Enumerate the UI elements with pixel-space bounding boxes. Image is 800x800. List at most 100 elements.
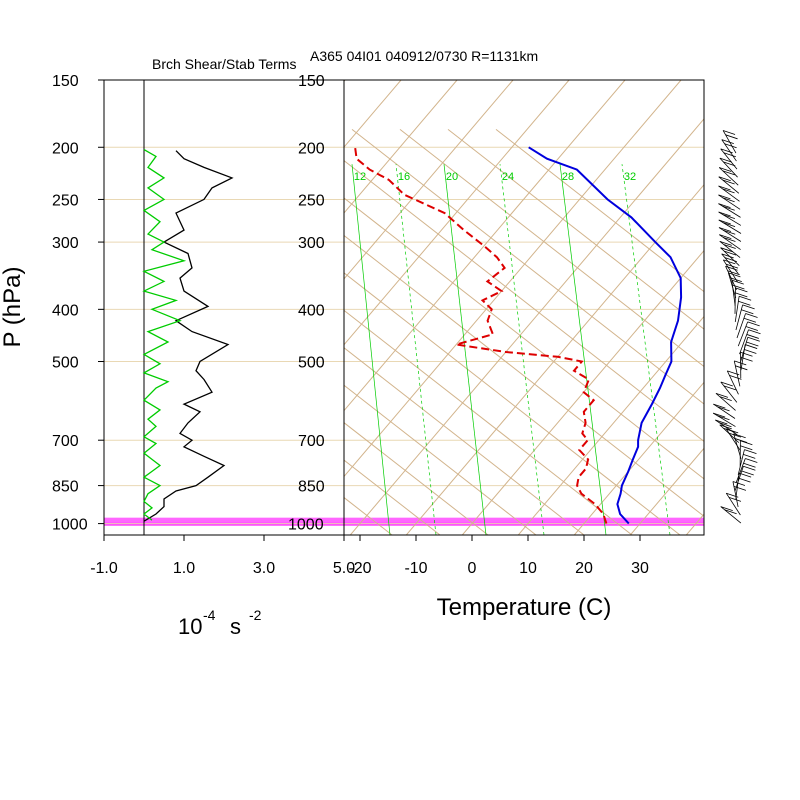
wind-barb-staff xyxy=(719,241,741,258)
wind-barb-feather xyxy=(723,237,736,242)
temperature-tick-label: 10 xyxy=(519,560,537,577)
wind-barb-feather xyxy=(713,403,726,409)
dry-adiabat-line xyxy=(495,129,704,293)
wind-barb-staff xyxy=(715,393,736,411)
pressure-tick-label: 500 xyxy=(298,355,325,372)
wind-barb-feather xyxy=(725,265,738,271)
wind-barb-staff xyxy=(712,412,736,427)
wind-barb-feather xyxy=(727,270,740,276)
wind-barb-staff xyxy=(737,449,745,475)
wind-barb-feather xyxy=(724,143,737,149)
wind-barb-feather xyxy=(732,284,745,290)
wind-barb-staff xyxy=(737,321,749,347)
wind-barb-feather xyxy=(725,263,739,269)
isotherm-line xyxy=(344,80,682,478)
richardson-terms-panel xyxy=(142,80,234,535)
wind-barb-feather xyxy=(747,321,760,327)
wind-barb-feather xyxy=(718,219,731,225)
wind-barb-feather xyxy=(723,229,736,235)
wind-barb-feather xyxy=(719,240,732,246)
pressure-tick-label: 300 xyxy=(298,235,325,252)
wind-barb-feather xyxy=(722,205,735,211)
wind-barb-feather xyxy=(744,449,757,454)
wind-barb-feather xyxy=(721,253,734,259)
dry-adiabat-line xyxy=(0,129,200,535)
wind-barb-feather xyxy=(720,247,733,253)
wind-barb-feather xyxy=(724,250,737,256)
wind-barb-feather xyxy=(722,170,735,176)
wind-barb-feather xyxy=(743,465,756,471)
shear-term-line xyxy=(143,150,234,522)
wind-barb-staff xyxy=(718,227,742,242)
wind-barb-staff xyxy=(718,194,741,210)
wind-barb-feather xyxy=(735,287,748,293)
mixing-ratio-line xyxy=(395,164,437,535)
wind-barb-staff xyxy=(739,329,749,355)
left-xlabel-unit-exponent: -2 xyxy=(249,607,262,623)
dry-adiabat-line xyxy=(351,129,704,405)
dry-adiabat-line xyxy=(399,129,704,368)
isotherm-line xyxy=(349,118,704,535)
wind-barb-feather xyxy=(723,385,737,391)
wind-barb-feather xyxy=(738,477,751,483)
surface-highlight-band xyxy=(104,517,704,526)
wind-barb-feather xyxy=(746,334,759,339)
wind-barb-staff xyxy=(735,458,746,483)
dry-adiabat-line xyxy=(344,197,704,480)
pressure-tick-label: 250 xyxy=(298,192,325,209)
dry-adiabat-line xyxy=(344,272,681,535)
isotherm-line xyxy=(405,183,704,535)
dry-adiabat-line xyxy=(344,459,441,535)
wind-barb-feather xyxy=(748,329,761,335)
wind-barb-feather xyxy=(733,433,746,439)
wind-barb-feather xyxy=(724,509,737,515)
dry-adiabat-line xyxy=(344,309,633,535)
wind-barb-feather xyxy=(715,392,729,398)
wind-barb-feather xyxy=(739,295,752,301)
wind-barb-feather xyxy=(744,349,757,354)
wind-barb-staff xyxy=(720,506,742,524)
isotherm-line xyxy=(573,381,704,535)
isotherm-line xyxy=(0,80,289,535)
mixing-ratio-line xyxy=(443,164,487,535)
wind-barb-feather xyxy=(741,309,754,315)
stability-term-line xyxy=(142,149,187,521)
wind-barb-feather xyxy=(720,148,733,154)
wind-barb-feather xyxy=(723,244,736,249)
wind-barb-feather xyxy=(718,185,731,191)
wind-barb-feather xyxy=(745,313,758,318)
wind-barb-feather xyxy=(731,279,744,285)
wind-barb-feather xyxy=(723,259,736,265)
wind-barb-feather xyxy=(734,360,747,366)
wind-barb-feather xyxy=(719,422,732,428)
wind-barb-feather xyxy=(729,375,742,380)
wind-barb-feather xyxy=(735,365,748,371)
wind-barb-feather xyxy=(743,462,756,468)
shear-axis-tick-label: 3.0 xyxy=(253,560,275,577)
shear-axis-tick-label: 1.0 xyxy=(173,560,195,577)
wind-barb-feather xyxy=(745,458,758,463)
temperature-profile xyxy=(528,146,683,525)
wind-barb-staff xyxy=(718,203,741,218)
skew-t-panel: 12 16 20 24 28 32 xyxy=(0,80,704,535)
pressure-tick-label: 700 xyxy=(52,433,79,450)
dry-adiabat-line xyxy=(447,129,704,330)
pressure-tick-label: 250 xyxy=(52,192,79,209)
wind-barb-feather xyxy=(740,440,753,446)
wind-barb-feather xyxy=(723,152,736,158)
pressure-tick-label: 500 xyxy=(52,355,79,372)
wind-barb-staff xyxy=(718,167,739,186)
pressure-tick-label: 150 xyxy=(52,73,79,90)
mixing-ratio-label: 24 xyxy=(502,171,514,183)
wind-barb-feather xyxy=(740,445,753,451)
left-xlabel-unit: s xyxy=(230,614,241,639)
left-panel-grid xyxy=(104,146,704,526)
wind-barb-staff xyxy=(718,219,742,234)
left-panel-title: Brch Shear/Stab Terms xyxy=(152,56,296,72)
mixing-ratio-label: 12 xyxy=(354,171,366,183)
temperature-tick-label: -10 xyxy=(404,560,427,577)
isotherm-line xyxy=(344,80,458,214)
isotherm-line xyxy=(0,80,233,535)
wind-barb-feather xyxy=(713,412,726,418)
